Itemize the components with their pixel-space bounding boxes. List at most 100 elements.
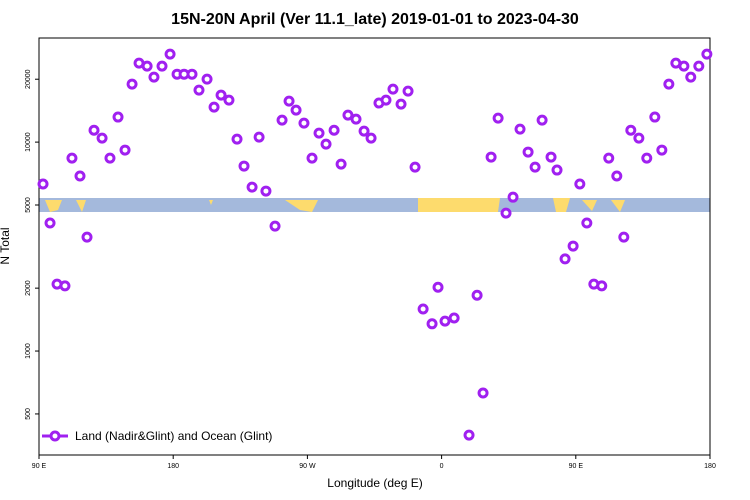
- point: [96, 132, 108, 144]
- point: [693, 60, 705, 72]
- point: [193, 84, 205, 96]
- point: [335, 158, 347, 170]
- point: [260, 185, 272, 197]
- point: [663, 78, 675, 90]
- y-tick-label: 20000: [25, 69, 32, 89]
- point: [253, 131, 265, 143]
- point: [320, 138, 332, 150]
- point: [126, 78, 138, 90]
- point: [685, 71, 697, 83]
- point: [156, 60, 168, 72]
- point: [306, 152, 318, 164]
- point: [148, 71, 160, 83]
- point: [358, 125, 370, 137]
- point: [492, 112, 504, 124]
- point: [380, 94, 392, 106]
- point: [618, 231, 630, 243]
- x-tick-label: 90 W: [299, 463, 316, 470]
- land-patch: [45, 198, 625, 212]
- point: [432, 281, 444, 293]
- point: [500, 207, 512, 219]
- point: [59, 280, 71, 292]
- y-tick-label: 500: [25, 408, 32, 420]
- point: [328, 124, 340, 136]
- point: [141, 60, 153, 72]
- point: [603, 152, 615, 164]
- point: [536, 114, 548, 126]
- point: [104, 152, 116, 164]
- point: [409, 161, 421, 173]
- point: [507, 191, 519, 203]
- point: [164, 48, 176, 60]
- point: [231, 133, 243, 145]
- plot-frame: [38, 37, 711, 456]
- point: [545, 151, 557, 163]
- ocean-band: [39, 198, 710, 212]
- point: [471, 289, 483, 301]
- point: [201, 73, 213, 85]
- point: [387, 83, 399, 95]
- point: [238, 160, 250, 172]
- point: [342, 109, 354, 121]
- point: [551, 164, 563, 176]
- point: [574, 178, 586, 190]
- point: [559, 253, 571, 265]
- point: [215, 89, 227, 101]
- point: [417, 303, 429, 315]
- legend-label: Land (Nadir&Glint) and Ocean (Glint): [75, 429, 272, 443]
- point: [633, 132, 645, 144]
- x-tick-label: 0: [440, 463, 444, 470]
- point: [567, 240, 579, 252]
- point: [44, 217, 56, 229]
- point: [246, 181, 258, 193]
- point: [269, 220, 281, 232]
- point: [485, 151, 497, 163]
- point: [88, 124, 100, 136]
- point: [223, 94, 235, 106]
- point: [298, 117, 310, 129]
- point: [649, 111, 661, 123]
- y-axis-label: N Total: [0, 227, 12, 264]
- point: [290, 104, 302, 116]
- point: [81, 231, 93, 243]
- x-tick-label: 90 E: [569, 463, 584, 470]
- point: [514, 123, 526, 135]
- point: [208, 101, 220, 113]
- point: [439, 315, 451, 327]
- y-tick-label: 2000: [25, 280, 32, 296]
- point: [350, 113, 362, 125]
- x-tick-label: 90 E: [32, 463, 47, 470]
- point: [625, 124, 637, 136]
- point: [656, 144, 668, 156]
- point: [477, 387, 489, 399]
- y-tick-label: 10000: [25, 132, 32, 152]
- x-tick-label: 180: [167, 463, 179, 470]
- point: [313, 127, 325, 139]
- point: [463, 429, 475, 441]
- point: [448, 312, 460, 324]
- point: [395, 98, 407, 110]
- point: [186, 68, 198, 80]
- point: [402, 85, 414, 97]
- point: [74, 170, 86, 182]
- y-tick-label: 1000: [25, 343, 32, 359]
- x-tick-label: 180: [704, 463, 716, 470]
- map-band: [39, 198, 710, 212]
- x-axis-label: Longitude (deg E): [327, 476, 422, 490]
- point: [365, 132, 377, 144]
- point: [596, 280, 608, 292]
- point: [529, 161, 541, 173]
- point: [66, 152, 78, 164]
- point: [611, 170, 623, 182]
- point: [283, 95, 295, 107]
- point: [701, 48, 713, 60]
- point: [37, 178, 49, 190]
- point: [426, 318, 438, 330]
- legend: Land (Nadir&Glint) and Ocean (Glint): [42, 429, 272, 443]
- chart-title: 15N-20N April (Ver 11.1_late) 2019-01-01…: [171, 11, 579, 28]
- point: [641, 152, 653, 164]
- point: [112, 111, 124, 123]
- point: [678, 60, 690, 72]
- point: [522, 146, 534, 158]
